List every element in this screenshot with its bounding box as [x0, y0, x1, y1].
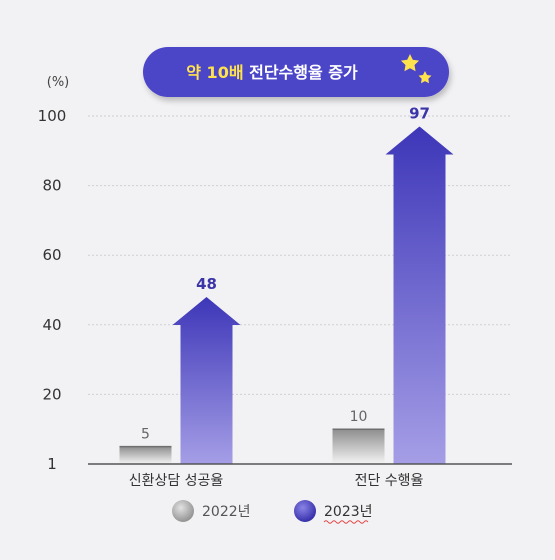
- y-tick-label: 80: [42, 177, 61, 195]
- star-icon: [418, 71, 432, 84]
- bar-2022: [332, 429, 385, 464]
- legend-swatch-2022: [172, 500, 194, 522]
- legend-swatch-2023: [294, 500, 316, 522]
- y-axis-unit: (%): [47, 75, 70, 90]
- y-tick-label: 20: [42, 385, 61, 403]
- legend-label-2023: 2023년: [324, 504, 373, 520]
- x-category-label: 신환상담 성공율: [129, 473, 224, 489]
- badge-rest: 전단수행율 증가: [244, 63, 358, 82]
- bars: [119, 126, 454, 464]
- gridlines: [88, 115, 512, 395]
- bar-2022: [119, 446, 172, 464]
- value-labels: 5 48 10 97: [141, 104, 430, 442]
- legend: 2022년 2023년: [172, 500, 373, 524]
- star-icon: [400, 54, 420, 72]
- y-tick-label: 100: [38, 107, 67, 125]
- x-category-label: 전단 수행율: [355, 473, 424, 489]
- value-label-2023: 97: [409, 104, 430, 122]
- value-label-2022: 10: [350, 409, 368, 425]
- headline-badge: 약 10배 전단수행율 증가: [143, 47, 449, 97]
- badge-background: [143, 47, 449, 97]
- bar-2023-arrow: [385, 126, 454, 464]
- value-label-2023: 48: [196, 275, 217, 293]
- x-axis-labels: 신환상담 성공율 전단 수행율: [129, 473, 424, 489]
- bar-2023-arrow: [172, 296, 241, 464]
- legend-label-2022: 2022년: [202, 504, 251, 520]
- spellcheck-underline: [323, 520, 369, 524]
- y-tick-label: 1: [47, 455, 57, 473]
- y-tick-label: 60: [42, 246, 61, 264]
- badge-text: 약 10배 전단수행율 증가: [186, 63, 358, 82]
- y-axis-ticks: 1 20 40 60 80 100: [38, 107, 67, 473]
- value-label-2022: 5: [141, 427, 150, 443]
- y-tick-label: 40: [42, 316, 61, 334]
- badge-highlight: 약 10배: [186, 63, 243, 82]
